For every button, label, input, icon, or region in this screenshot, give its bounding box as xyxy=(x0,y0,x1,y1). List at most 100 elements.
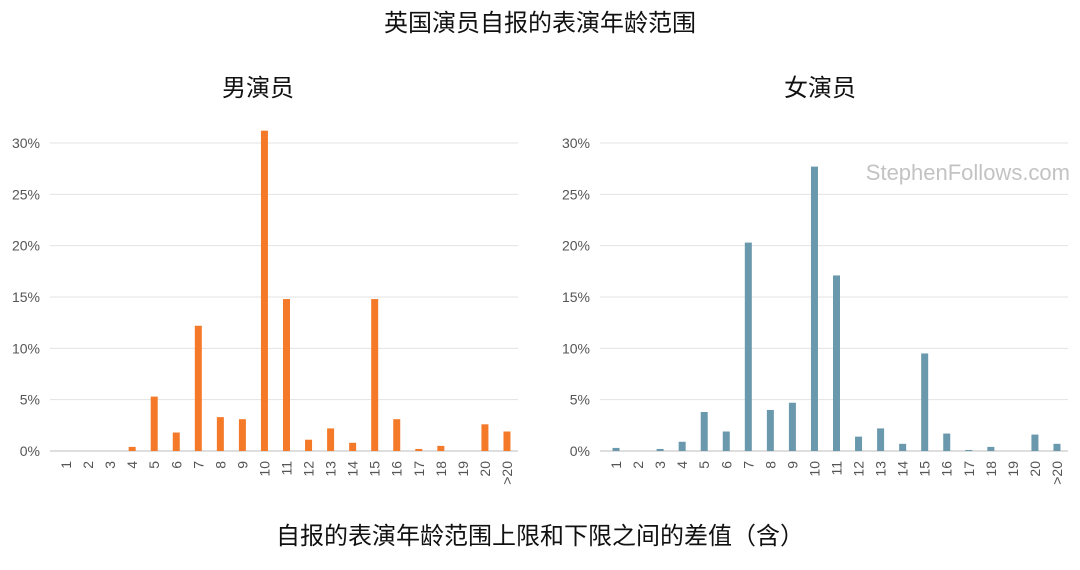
female-bar-19 xyxy=(1031,434,1039,451)
male-x-tick-label: 4 xyxy=(124,461,140,469)
female-bar-9 xyxy=(810,166,818,451)
male-x-tick-label: 5 xyxy=(146,461,162,469)
male-bar-4 xyxy=(150,396,158,451)
female-bar-2 xyxy=(656,448,664,451)
male-x-tick-label: >20 xyxy=(499,461,515,485)
female-y-tick-label: 15% xyxy=(562,289,590,305)
female-x-tick-label: 16 xyxy=(939,461,955,477)
male-bar-15 xyxy=(393,419,401,451)
female-bar-10 xyxy=(833,275,840,451)
female-x-tick-label: 9 xyxy=(784,461,800,469)
male-bar-20 xyxy=(503,431,511,451)
female-bar-4 xyxy=(700,411,708,451)
female-bar-13 xyxy=(899,443,907,451)
male-y-tick-label: 10% xyxy=(12,340,40,356)
female-bar-14 xyxy=(921,353,929,451)
female-x-tick-label: 2 xyxy=(630,461,646,469)
male-y-tick-label: 15% xyxy=(12,289,40,305)
female-x-tick-label: 18 xyxy=(983,461,999,477)
male-bar-9 xyxy=(260,130,268,451)
male-bar-3 xyxy=(128,446,136,451)
x-axis-caption: 自报的表演年龄范围上限和下限之间的差值（含） xyxy=(276,522,804,550)
female-bar-20 xyxy=(1053,443,1061,451)
female-bar-6 xyxy=(744,242,752,451)
female-bar-5 xyxy=(722,431,730,451)
male-bar-13 xyxy=(349,442,357,451)
female-x-tick-label: 7 xyxy=(740,461,756,469)
female-x-tick-label: 17 xyxy=(961,461,977,477)
female-x-tick-label: 6 xyxy=(718,461,734,469)
female-x-tick-label: >20 xyxy=(1049,461,1065,485)
male-x-tick-label: 3 xyxy=(102,461,118,469)
female-y-tick-label: 10% xyxy=(562,340,590,356)
male-x-tick-label: 15 xyxy=(367,461,383,477)
male-y-tick-label: 30% xyxy=(12,135,40,151)
male-bar-10 xyxy=(283,299,290,451)
male-x-tick-label: 6 xyxy=(168,461,184,469)
male-y-tick-label: 5% xyxy=(20,392,40,408)
female-y-tick-label: 0% xyxy=(570,443,590,459)
male-bar-6 xyxy=(194,325,202,451)
male-bar-5 xyxy=(172,432,180,451)
male-x-tick-label: 9 xyxy=(234,461,250,469)
male-y-tick-label: 25% xyxy=(12,186,40,202)
female-bar-12 xyxy=(877,428,885,451)
female-y-tick-label: 5% xyxy=(570,392,590,408)
male-bar-14 xyxy=(371,299,379,451)
male-x-tick-label: 11 xyxy=(279,461,295,476)
male-panel-title: 男演员 xyxy=(222,74,294,102)
male-bar-11 xyxy=(305,439,313,451)
watermark-text: StephenFollows.com xyxy=(866,160,1070,185)
male-x-tick-label: 7 xyxy=(190,461,206,469)
male-x-tick-label: 10 xyxy=(256,461,272,477)
female-x-tick-label: 8 xyxy=(762,461,778,469)
male-x-tick-label: 8 xyxy=(212,461,228,469)
female-x-tick-label: 14 xyxy=(895,461,911,477)
male-x-tick-label: 14 xyxy=(345,461,361,477)
female-bar-0 xyxy=(612,447,620,451)
female-bar-8 xyxy=(788,402,796,451)
female-x-tick-label: 12 xyxy=(851,461,867,477)
female-x-tick-label: 4 xyxy=(674,461,690,469)
male-bar-12 xyxy=(327,428,335,451)
chart-title: 英国演员自报的表演年龄范围 xyxy=(384,9,696,37)
male-x-tick-label: 1 xyxy=(58,461,74,469)
female-x-tick-label: 1 xyxy=(608,461,624,469)
female-bar-17 xyxy=(987,446,995,451)
female-x-tick-label: 19 xyxy=(1005,461,1021,477)
female-x-tick-label: 10 xyxy=(806,461,822,477)
female-panel-title: 女演员 xyxy=(784,74,856,102)
female-x-tick-label: 5 xyxy=(696,461,712,469)
female-bar-3 xyxy=(678,441,686,451)
male-x-tick-label: 2 xyxy=(80,461,96,469)
female-x-tick-label: 20 xyxy=(1027,461,1043,477)
female-y-tick-label: 30% xyxy=(562,135,590,151)
male-bar-8 xyxy=(238,419,246,451)
male-y-tick-label: 20% xyxy=(12,238,40,254)
male-x-tick-label: 20 xyxy=(477,461,493,477)
female-x-tick-label: 11 xyxy=(829,461,845,476)
female-bar-11 xyxy=(855,436,863,451)
male-bar-19 xyxy=(481,424,489,451)
female-bar-15 xyxy=(943,433,951,451)
male-x-tick-label: 17 xyxy=(411,461,427,477)
female-x-tick-label: 15 xyxy=(917,461,933,477)
male-y-tick-label: 0% xyxy=(20,443,40,459)
female-bar-7 xyxy=(766,409,774,451)
female-x-tick-label: 13 xyxy=(873,461,889,477)
male-bar-7 xyxy=(216,417,224,451)
female-x-tick-label: 3 xyxy=(652,461,668,469)
female-y-tick-label: 20% xyxy=(562,238,590,254)
male-bar-16 xyxy=(415,448,423,451)
male-x-tick-label: 19 xyxy=(455,461,471,477)
male-x-tick-label: 16 xyxy=(389,461,405,477)
male-x-tick-label: 18 xyxy=(433,461,449,477)
male-bar-17 xyxy=(437,445,445,451)
male-x-tick-label: 12 xyxy=(301,461,317,477)
female-y-tick-label: 25% xyxy=(562,186,590,202)
female-bar-16 xyxy=(965,449,973,451)
male-x-tick-label: 13 xyxy=(323,461,339,477)
